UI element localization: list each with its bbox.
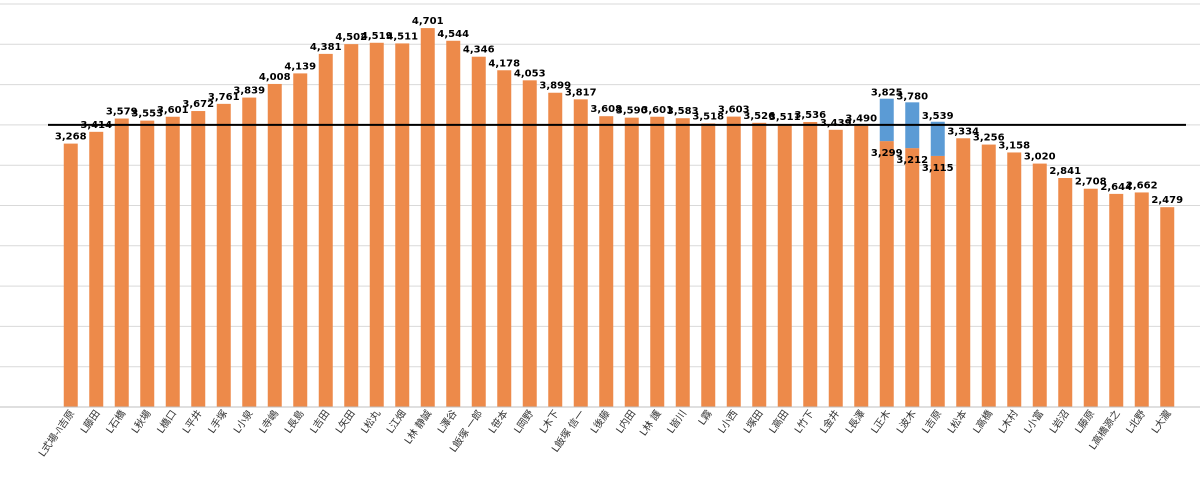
bar [1007, 152, 1022, 407]
data-label: 3,839 [233, 86, 265, 97]
bar [981, 144, 996, 407]
bar [242, 97, 257, 407]
bar [1160, 207, 1175, 407]
data-label: 3,825 [871, 88, 903, 99]
bar [726, 116, 741, 407]
data-label: 2,662 [1126, 180, 1158, 191]
bar [420, 28, 435, 408]
data-label: 3,299 [871, 148, 903, 159]
bar [216, 103, 231, 407]
data-label: 2,841 [1049, 166, 1081, 177]
data-label: 4,381 [310, 42, 342, 53]
bar [114, 118, 129, 408]
data-label: 3,414 [80, 120, 112, 131]
data-label: 4,053 [514, 68, 546, 79]
bar [905, 148, 920, 407]
bar [624, 117, 639, 408]
data-label: 2,644 [1100, 182, 1132, 193]
bar [369, 42, 384, 407]
bar [1058, 178, 1073, 407]
bar [701, 123, 716, 407]
bar [267, 83, 282, 407]
bar [777, 124, 792, 407]
bar [89, 131, 104, 407]
data-label: 3,601 [157, 105, 189, 116]
data-label: 3,672 [182, 99, 214, 110]
data-label: 4,511 [386, 31, 418, 42]
bar [165, 116, 180, 407]
data-label: 3,590 [616, 106, 648, 117]
bar [395, 43, 410, 408]
bar [854, 125, 869, 408]
bar [1109, 193, 1124, 407]
data-label: 3,518 [692, 111, 724, 122]
data-label: 2,708 [1075, 177, 1107, 188]
bar [191, 111, 206, 407]
bar [344, 44, 359, 408]
data-label: 3,268 [55, 132, 87, 143]
data-label: 3,526 [743, 111, 775, 122]
data-label: 3,439 [820, 118, 852, 129]
bar [63, 143, 78, 408]
data-label: 3,334 [947, 126, 979, 137]
data-label: 3,579 [106, 107, 138, 118]
highlight-bar [930, 121, 945, 156]
data-label: 3,761 [208, 92, 240, 103]
data-label: 3,158 [998, 140, 1030, 151]
data-label: 3,536 [794, 110, 826, 121]
bar [573, 99, 588, 408]
data-label: 3,539 [922, 111, 954, 122]
data-label: 3,817 [565, 87, 597, 98]
data-label: 3,780 [896, 91, 928, 102]
bar [956, 138, 971, 407]
data-labels: 3,825 3,299 3,780 3,212 3,539 3,115 3,2683,414… [55, 16, 1183, 206]
data-label: 4,178 [488, 58, 520, 69]
bar [140, 120, 155, 407]
bar [318, 53, 333, 408]
highlight-bar [879, 98, 894, 142]
bar [1134, 192, 1149, 407]
data-label: 4,519 [361, 31, 393, 42]
data-label: 3,115 [922, 163, 954, 174]
bar [879, 141, 894, 408]
data-label: 3,583 [667, 106, 699, 117]
bar [293, 73, 308, 407]
bar [548, 92, 563, 407]
data-label: 4,701 [412, 16, 444, 27]
data-label: 4,544 [437, 29, 469, 40]
bar [1032, 163, 1047, 407]
bars [63, 28, 1175, 408]
data-label: 3,212 [896, 155, 928, 166]
data-label: 3,553 [131, 109, 163, 120]
data-label: 3,608 [590, 104, 622, 115]
data-label: 4,139 [284, 61, 316, 72]
data-label: 3,511 [769, 112, 801, 123]
bar [497, 70, 512, 407]
data-label: 4,008 [259, 72, 291, 83]
bar [803, 121, 818, 407]
bar [752, 122, 767, 408]
data-label: 3,603 [718, 105, 750, 116]
bar [1083, 188, 1098, 407]
bar [675, 118, 690, 407]
bar [599, 116, 614, 408]
data-label: 3,020 [1024, 152, 1056, 163]
bar [930, 155, 945, 407]
bar [522, 80, 537, 408]
data-label: 4,346 [463, 45, 495, 56]
data-label: 3,256 [973, 133, 1005, 144]
bar [471, 56, 486, 407]
data-label: 2,479 [1151, 195, 1183, 206]
bar [828, 129, 843, 408]
data-label: 3,601 [641, 105, 673, 116]
data-label: 3,899 [539, 81, 571, 92]
bar [446, 40, 461, 407]
data-label: 3,490 [845, 114, 877, 125]
data-label: 4,502 [335, 32, 367, 43]
bar [650, 116, 665, 407]
